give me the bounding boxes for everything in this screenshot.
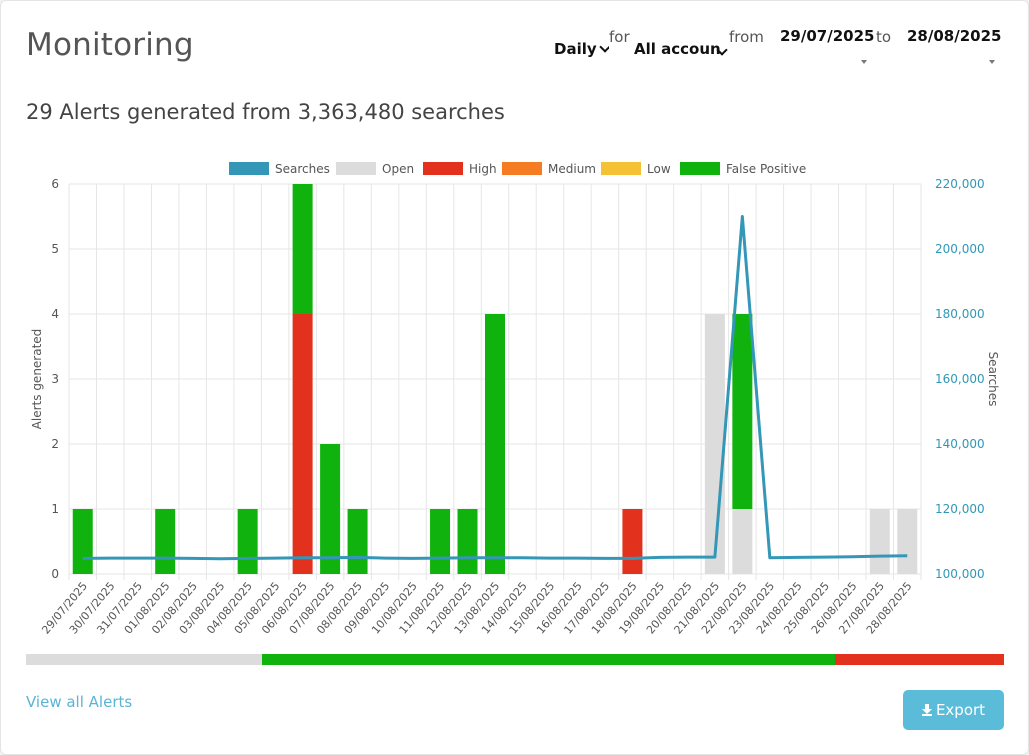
y2-tick-label: 160,000 [935, 372, 985, 386]
y-tick-label: 0 [51, 567, 59, 581]
y2-tick-label: 220,000 [935, 177, 985, 191]
bar-false-positive[interactable] [155, 509, 176, 574]
y-tick-label: 5 [51, 242, 59, 256]
y2-tick-label: 100,000 [935, 567, 985, 581]
bar-false-positive[interactable] [485, 314, 505, 574]
account-select[interactable]: All accoun [634, 40, 728, 58]
legend-swatch-medium[interactable] [502, 162, 542, 175]
legend-label: Low [647, 162, 671, 176]
to-date-input[interactable]: 28/08/2025 [907, 27, 1002, 45]
period-select-value: Daily [554, 40, 597, 58]
legend-label: Open [382, 162, 414, 176]
y-tick-label: 4 [51, 307, 59, 321]
for-label: for [609, 28, 630, 46]
bar-open[interactable] [732, 509, 753, 574]
to-label: to [876, 28, 892, 46]
caret-down-icon[interactable] [861, 60, 867, 64]
alerts-chart: 0 1 2 3 4 5 6 100,000 120,000 140,000 160,000 180,0… [30, 162, 1000, 637]
legend-label: High [469, 162, 497, 176]
y-tick-label: 2 [51, 437, 59, 451]
from-label: from [729, 28, 764, 46]
legend-swatch-open[interactable] [336, 162, 376, 175]
from-date-input[interactable]: 29/07/2025 [780, 27, 875, 45]
y2-axis-label: Searches [986, 352, 1000, 407]
page-title: Monitoring [26, 27, 194, 63]
bar-false-positive[interactable] [72, 509, 93, 574]
bar-high[interactable] [292, 314, 313, 574]
account-select-value: All accoun [634, 40, 721, 58]
y2-tick-label: 120,000 [935, 502, 985, 516]
searches-line[interactable] [82, 215, 908, 561]
legend-swatch-searches[interactable] [229, 162, 269, 175]
bar-false-positive[interactable] [732, 314, 753, 509]
alerts-summary: 29 Alerts generated from 3,363,480 searc… [26, 100, 505, 124]
export-label: Export [935, 701, 986, 719]
caret-down-icon[interactable] [989, 60, 995, 64]
bar-false-positive[interactable] [237, 509, 258, 574]
period-select[interactable]: Daily [554, 40, 609, 58]
y-axis-label: Alerts generated [30, 329, 44, 430]
legend-label: Medium [548, 162, 596, 176]
bar-open[interactable] [704, 314, 725, 574]
legend-label: Searches [275, 162, 330, 176]
y2-tick-label: 180,000 [935, 307, 985, 321]
export-button[interactable]: Export [903, 690, 1004, 730]
bar-false-positive[interactable] [457, 509, 478, 574]
status-segment-high [834, 654, 1004, 665]
legend-label: False Positive [726, 162, 806, 176]
legend-swatch-false-positive[interactable] [680, 162, 720, 175]
y2-tick-label: 200,000 [935, 242, 985, 256]
bar-open[interactable] [869, 509, 890, 574]
alert-status-bar [26, 654, 1004, 665]
y-tick-label: 3 [51, 372, 59, 386]
legend-swatch-low[interactable] [601, 162, 641, 175]
status-segment-false-positive [261, 654, 835, 665]
legend-swatch-high[interactable] [423, 162, 463, 175]
bar-false-positive[interactable] [430, 509, 451, 574]
y-tick-label: 6 [51, 177, 59, 191]
bar-false-positive[interactable] [347, 509, 368, 574]
bar-false-positive[interactable] [292, 184, 313, 314]
bar-high[interactable] [622, 509, 643, 574]
bar-open[interactable] [897, 509, 918, 574]
y-tick-label: 1 [51, 502, 59, 516]
view-all-alerts-link[interactable]: View all Alerts [26, 693, 133, 711]
y2-tick-label: 140,000 [935, 437, 985, 451]
status-segment-open [26, 654, 262, 665]
download-icon [921, 704, 932, 716]
chevron-down-icon [598, 41, 609, 53]
bar-false-positive[interactable] [320, 444, 341, 574]
